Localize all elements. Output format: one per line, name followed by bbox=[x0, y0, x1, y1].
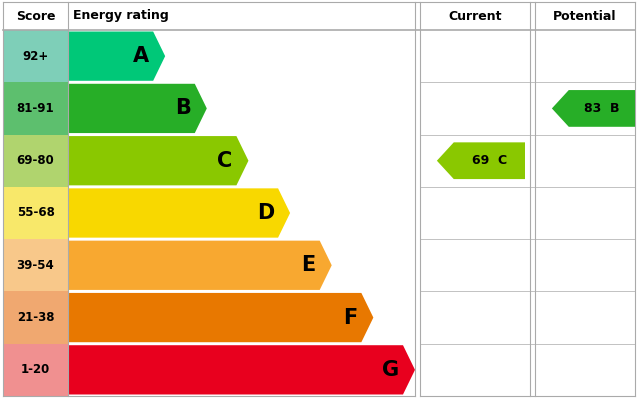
Polygon shape bbox=[68, 345, 415, 394]
Bar bbox=[3, 187, 68, 239]
Text: C: C bbox=[217, 151, 232, 171]
Text: 83  B: 83 B bbox=[584, 102, 619, 115]
Text: Energy rating: Energy rating bbox=[73, 10, 168, 23]
Polygon shape bbox=[437, 142, 525, 179]
Text: 69  C: 69 C bbox=[472, 154, 507, 167]
Bar bbox=[3, 239, 68, 291]
Text: 1-20: 1-20 bbox=[21, 363, 50, 377]
Bar bbox=[3, 30, 68, 82]
Text: Current: Current bbox=[449, 10, 501, 23]
Text: F: F bbox=[343, 308, 357, 328]
Bar bbox=[3, 291, 68, 344]
Bar bbox=[3, 344, 68, 396]
Bar bbox=[3, 135, 68, 187]
Text: 92+: 92+ bbox=[22, 50, 48, 62]
Polygon shape bbox=[68, 136, 248, 185]
Text: 55-68: 55-68 bbox=[17, 207, 54, 220]
Bar bbox=[3, 82, 68, 135]
Polygon shape bbox=[68, 293, 373, 342]
Text: A: A bbox=[133, 46, 149, 66]
Text: Potential: Potential bbox=[553, 10, 617, 23]
Polygon shape bbox=[68, 188, 290, 238]
Text: Score: Score bbox=[16, 10, 56, 23]
Text: 21-38: 21-38 bbox=[17, 311, 54, 324]
Polygon shape bbox=[68, 31, 165, 81]
Text: B: B bbox=[175, 98, 191, 119]
Text: 69-80: 69-80 bbox=[17, 154, 54, 167]
Text: G: G bbox=[382, 360, 399, 380]
Text: 81-91: 81-91 bbox=[17, 102, 54, 115]
Polygon shape bbox=[552, 90, 635, 127]
Polygon shape bbox=[68, 84, 207, 133]
Text: D: D bbox=[257, 203, 274, 223]
Polygon shape bbox=[68, 241, 332, 290]
Text: 39-54: 39-54 bbox=[17, 259, 54, 272]
Text: E: E bbox=[302, 255, 316, 275]
